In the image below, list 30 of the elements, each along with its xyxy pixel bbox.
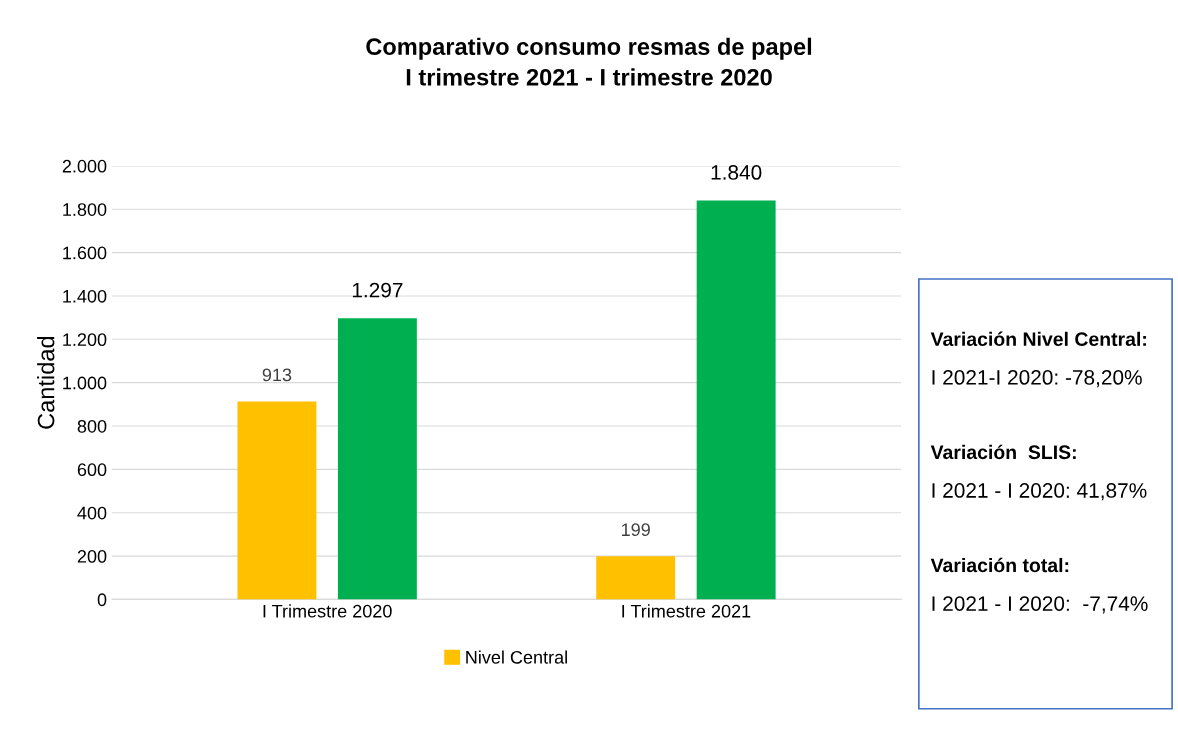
y-tick-label: 0 (97, 593, 107, 607)
bar (337, 318, 417, 600)
y-tick-label: 1.400 (63, 289, 107, 303)
text: I 2021 - I 2020: -7,74% (932, 596, 1148, 614)
legend-label: Nivel Central (466, 650, 567, 664)
data-label: 1.297 (352, 282, 403, 298)
y-tick-label: 1.000 (63, 376, 107, 390)
x-tick-label: I Trimestre 2021 (622, 604, 751, 618)
x-tick-label: I Trimestre 2020 (263, 604, 392, 618)
bar (696, 200, 776, 600)
data-label: 1.840 (711, 165, 762, 180)
y-tick-label: 1.600 (63, 246, 107, 260)
text: I 2021 - I 2020: 41,87% (932, 483, 1147, 501)
y-tick-label: 400 (77, 506, 107, 520)
data-label: 913 (262, 368, 292, 382)
y-tick-label: 2.000 (62, 159, 107, 173)
text: I 2021-I 2020: -78,20% (932, 370, 1142, 388)
bar (237, 401, 317, 600)
y-tick-label: 1.800 (63, 203, 107, 216)
text: Variación total: (930, 557, 1069, 573)
y-tick-label: 1.200 (63, 333, 107, 347)
chart-title: Comparativo consumo resmas de papel I trimestre 2021 - I trimestre 2020 (366, 37, 812, 86)
bar (596, 556, 676, 600)
y-tick-label: 600 (77, 463, 107, 477)
text: Variación SLIS: (930, 444, 1076, 460)
y-axis-title: Cantidad (37, 336, 55, 429)
y-tick-label: 800 (77, 419, 107, 433)
y-tick-label: 200 (77, 550, 107, 563)
data-label: 199 (622, 523, 650, 537)
text: Variación Nivel Central: (930, 331, 1146, 347)
